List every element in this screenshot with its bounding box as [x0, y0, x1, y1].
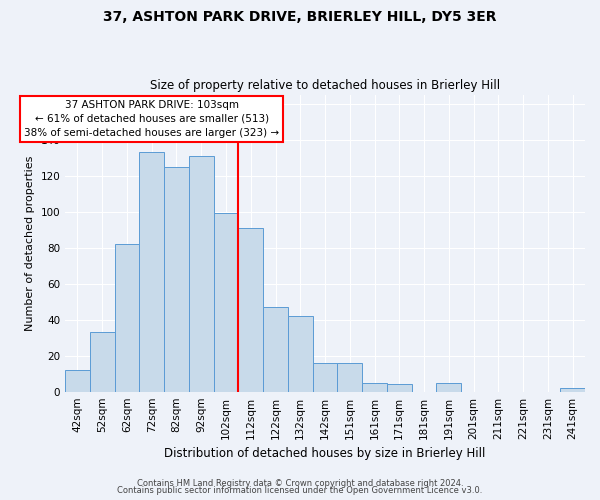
Bar — [337, 363, 362, 392]
Bar — [139, 152, 164, 392]
Bar — [560, 388, 585, 392]
Bar — [214, 214, 238, 392]
Y-axis label: Number of detached properties: Number of detached properties — [25, 156, 35, 331]
Title: Size of property relative to detached houses in Brierley Hill: Size of property relative to detached ho… — [150, 79, 500, 92]
Text: Contains public sector information licensed under the Open Government Licence v3: Contains public sector information licen… — [118, 486, 482, 495]
Bar — [238, 228, 263, 392]
Bar — [313, 363, 337, 392]
Bar — [263, 307, 288, 392]
Bar — [65, 370, 90, 392]
Bar — [387, 384, 412, 392]
Bar — [164, 166, 189, 392]
Bar — [189, 156, 214, 392]
X-axis label: Distribution of detached houses by size in Brierley Hill: Distribution of detached houses by size … — [164, 447, 486, 460]
Bar — [288, 316, 313, 392]
Bar — [90, 332, 115, 392]
Bar — [436, 382, 461, 392]
Text: 37 ASHTON PARK DRIVE: 103sqm
← 61% of detached houses are smaller (513)
38% of s: 37 ASHTON PARK DRIVE: 103sqm ← 61% of de… — [24, 100, 279, 138]
Text: Contains HM Land Registry data © Crown copyright and database right 2024.: Contains HM Land Registry data © Crown c… — [137, 478, 463, 488]
Bar — [115, 244, 139, 392]
Bar — [362, 382, 387, 392]
Text: 37, ASHTON PARK DRIVE, BRIERLEY HILL, DY5 3ER: 37, ASHTON PARK DRIVE, BRIERLEY HILL, DY… — [103, 10, 497, 24]
